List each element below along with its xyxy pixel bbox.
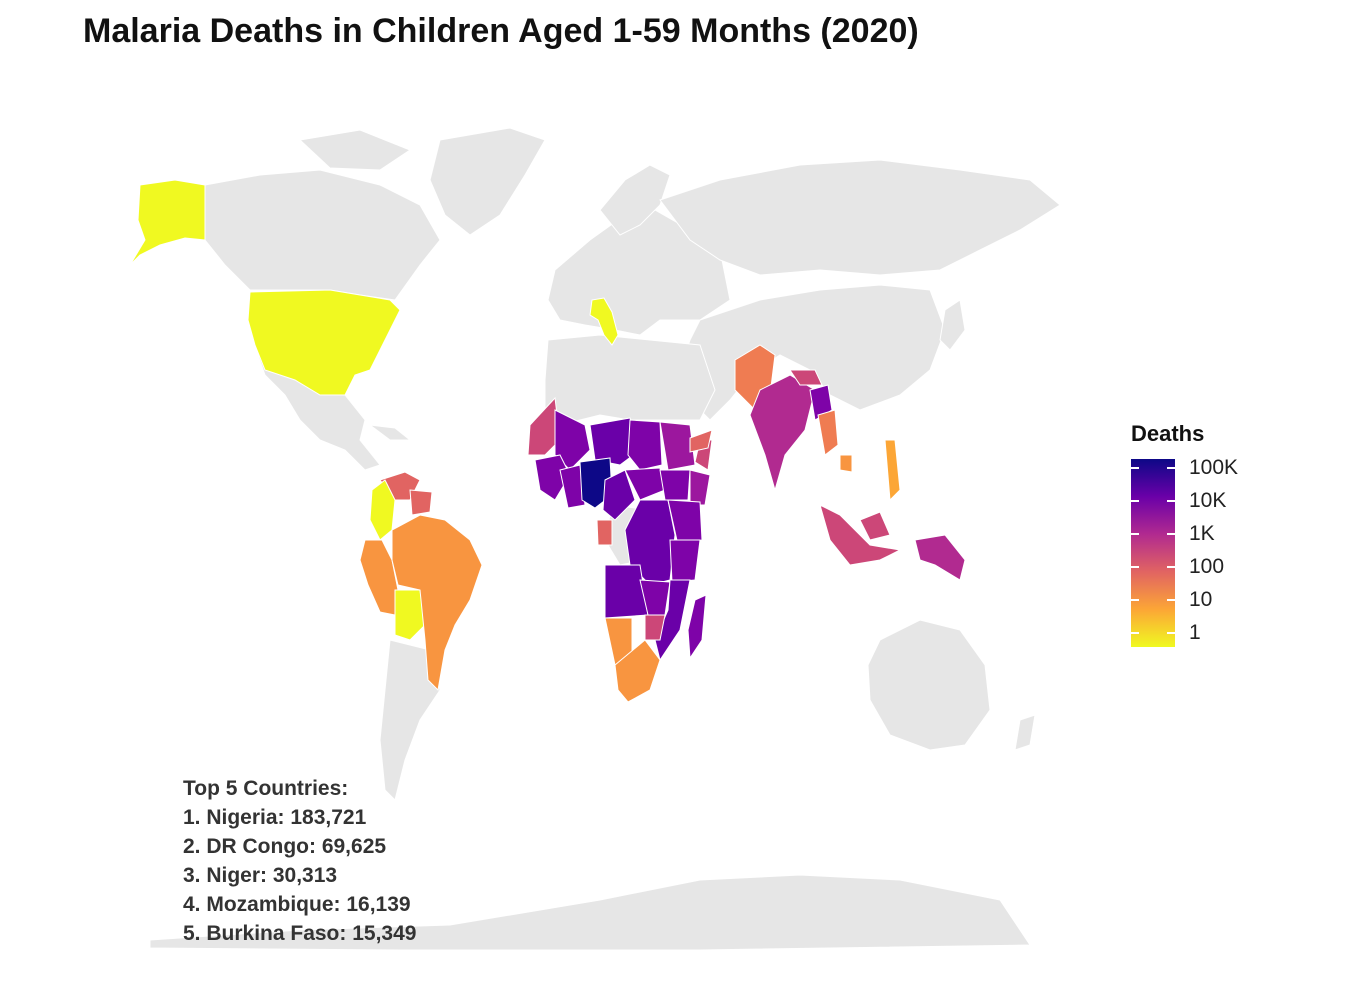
no-data-land xyxy=(149,127,1061,951)
legend-label-10: 10 xyxy=(1189,588,1213,611)
top5-item: 3. Niger: 30,313 xyxy=(183,864,338,887)
legend-tick xyxy=(1167,566,1175,568)
country-papua xyxy=(914,534,966,581)
region-new-zealand xyxy=(1014,714,1036,751)
country-south-sudan xyxy=(659,469,691,501)
region-greenland xyxy=(429,127,546,236)
legend-label-1: 1 xyxy=(1189,621,1201,644)
country-ethiopia xyxy=(689,469,711,506)
top5-item: 4. Mozambique: 16,139 xyxy=(183,893,411,916)
region-canada xyxy=(204,169,441,301)
country-gabon xyxy=(596,519,613,546)
country-angola xyxy=(604,564,649,619)
data-countries xyxy=(129,179,966,703)
legend-label-100k: 100K xyxy=(1189,456,1239,479)
country-mauritania-senegal xyxy=(527,396,561,456)
country-yemen xyxy=(689,429,713,453)
country-brazil xyxy=(391,514,483,692)
country-alaska xyxy=(129,179,206,266)
legend-label-1k: 1K xyxy=(1189,522,1215,545)
country-south-africa xyxy=(614,639,661,703)
legend-label-10k: 10K xyxy=(1189,489,1227,512)
top5-item: 2. DR Congo: 69,625 xyxy=(183,835,387,858)
country-mali xyxy=(554,409,591,471)
region-japan xyxy=(939,299,966,351)
country-burkina-guinea xyxy=(534,454,571,501)
top5-item: 1. Nigeria: 183,721 xyxy=(183,806,367,829)
region-north-africa xyxy=(544,334,716,426)
country-guianas xyxy=(409,489,433,516)
country-bolivia xyxy=(394,589,426,641)
country-uganda-kenya xyxy=(667,499,703,546)
country-nepal-bhutan xyxy=(789,369,823,386)
country-thailand-cambodia xyxy=(817,409,839,456)
legend-tick xyxy=(1167,632,1175,634)
country-india xyxy=(749,374,816,492)
legend-tick xyxy=(1167,500,1175,502)
country-indonesia-east xyxy=(859,511,891,541)
country-ghana-cote xyxy=(559,464,586,509)
country-sudan xyxy=(659,421,696,471)
top5-annotation: Top 5 Countries: 1. Nigeria: 183,721 2. … xyxy=(183,774,416,948)
country-bangladesh-myanmar xyxy=(809,384,833,421)
top5-heading: Top 5 Countries: xyxy=(183,777,349,800)
legend-tick xyxy=(1167,467,1175,469)
legend-color-bar xyxy=(1131,459,1175,647)
country-zimbabwe xyxy=(644,614,666,641)
country-chad xyxy=(627,419,663,471)
country-indonesia xyxy=(819,504,902,566)
legend-tick xyxy=(1131,632,1139,634)
region-russia xyxy=(659,159,1061,276)
region-caribbean xyxy=(368,424,412,441)
region-arctic-islands xyxy=(298,129,412,171)
country-madagascar xyxy=(687,594,707,660)
legend-tick xyxy=(1167,599,1175,601)
legend-tick xyxy=(1131,599,1139,601)
country-italy xyxy=(589,297,619,346)
country-vietnam-laos xyxy=(839,454,853,473)
legend: Deaths 100K 10K 1K 100 10 1 xyxy=(1131,421,1238,647)
country-tanzania xyxy=(669,539,701,583)
legend-tick xyxy=(1131,500,1139,502)
map-title: Malaria Deaths in Children Aged 1-59 Mon… xyxy=(83,12,919,50)
legend-tick xyxy=(1131,467,1139,469)
country-cameroon xyxy=(602,469,636,521)
country-usa xyxy=(247,289,401,396)
legend-label-100: 100 xyxy=(1189,555,1225,578)
legend-tick xyxy=(1167,533,1175,535)
legend-tick xyxy=(1131,566,1139,568)
region-scandinavia xyxy=(599,164,671,236)
region-antarctica xyxy=(149,874,1031,951)
country-philippines xyxy=(884,439,901,502)
legend-title: Deaths xyxy=(1131,421,1205,446)
region-australia xyxy=(867,619,991,751)
top5-item: 5. Burkina Faso: 15,349 xyxy=(183,922,417,945)
legend-tick xyxy=(1131,533,1139,535)
